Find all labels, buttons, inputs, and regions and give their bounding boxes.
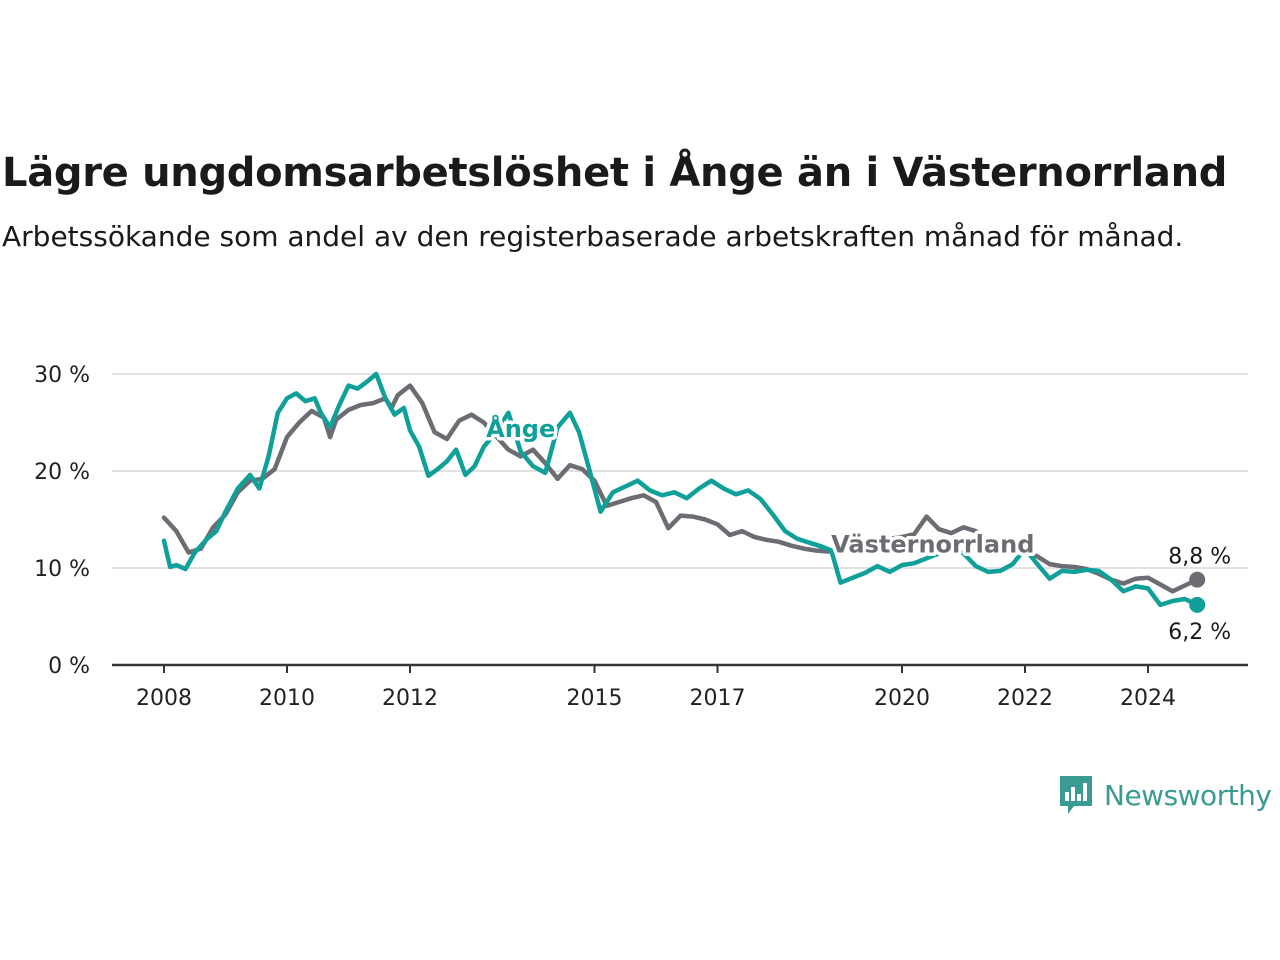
x-tick-label: 2015 (567, 686, 623, 711)
series-lines (161, 371, 1206, 613)
axes: 0 % 10 % 20 % 30 % 2008 2010 2012 2015 2017 2020 2… (34, 363, 1248, 711)
labels: 8,8 % 6,2 % Ånge Västernorrland (483, 411, 1232, 645)
y-tick-label: 0 % (48, 654, 90, 679)
chart-title: Lägre ungdomsarbetslöshet i Ånge än i Vä… (2, 150, 1228, 196)
series-label: Ånge (486, 414, 555, 443)
series-line-ange (161, 371, 1200, 608)
x-tick-label: 2008 (136, 686, 192, 711)
x-tick-label: 2010 (259, 686, 315, 711)
series-label: Västernorrland (831, 530, 1034, 558)
x-tick-label: 2022 (997, 686, 1053, 711)
gridlines (112, 373, 1248, 569)
series-end-point (1189, 596, 1206, 613)
y-tick-label: 10 % (34, 557, 90, 582)
y-tick-label: 30 % (34, 363, 90, 388)
series-end-point (1189, 571, 1206, 588)
y-tick-label: 20 % (34, 460, 90, 485)
x-tick-label: 2024 (1120, 686, 1176, 711)
chart-subtitle: Arbetssökande som andel av den registerb… (2, 220, 1184, 253)
newsworthy-logo-icon (1060, 776, 1092, 814)
x-tick-label: 2012 (382, 686, 438, 711)
end-value-label: 6,2 % (1168, 620, 1231, 645)
end-value-label: 8,8 % (1168, 545, 1231, 570)
brand-name: Newsworthy (1104, 778, 1272, 812)
x-tick-label: 2017 (690, 686, 746, 711)
x-tick-label: 2020 (874, 686, 930, 711)
newsworthy-brand[interactable]: Newsworthy (1058, 772, 1272, 818)
series-line-vasternorrland (161, 383, 1200, 594)
line-chart: 0 % 10 % 20 % 30 % 2008 2010 2012 2015 2017 2020 2… (34, 363, 1248, 711)
